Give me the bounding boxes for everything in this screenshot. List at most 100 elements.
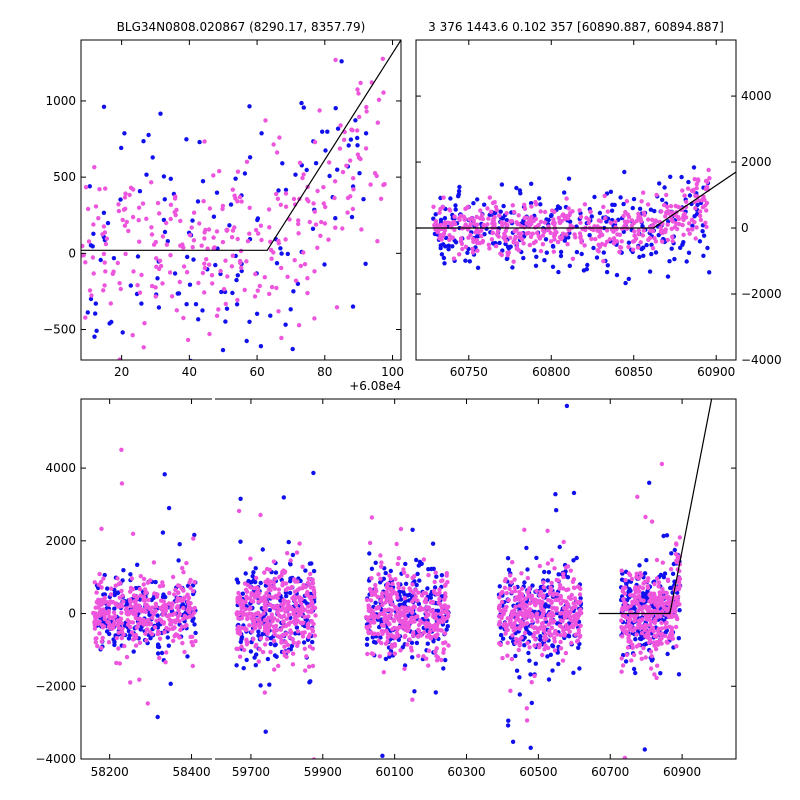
data-point-s1: [674, 226, 680, 232]
data-point-s1: [256, 231, 261, 236]
data-point-s1: [552, 631, 557, 636]
data-point-s1: [537, 598, 542, 603]
data-point-s1: [442, 631, 447, 636]
data-point-s1: [96, 582, 102, 587]
data-point-s1: [220, 206, 225, 212]
data-point-s1: [177, 279, 182, 285]
data-point-s1: [304, 654, 309, 659]
data-point-s0: [597, 210, 603, 216]
data-point-s0: [159, 650, 165, 656]
data-point-s1: [280, 583, 285, 588]
data-point-s1: [367, 540, 373, 546]
data-point-s0: [327, 173, 332, 179]
data-point-s1: [660, 601, 666, 606]
data-point-s0: [549, 213, 554, 218]
data-point-s0: [93, 311, 98, 316]
data-point-s0: [562, 190, 567, 195]
data-point-s0: [538, 634, 543, 639]
data-point-s1: [160, 580, 165, 585]
data-point-s0: [339, 59, 344, 64]
data-point-s1: [677, 575, 682, 581]
data-point-s1: [398, 526, 404, 532]
data-point-s1: [651, 591, 657, 596]
data-point-s1: [216, 307, 221, 312]
data-point-s0: [627, 587, 632, 592]
data-point-s0: [120, 330, 125, 335]
data-point-s0: [310, 226, 316, 231]
data-point-s1: [563, 565, 569, 570]
data-point-s0: [623, 280, 628, 286]
data-point-s1: [561, 539, 566, 545]
data-point-s1: [578, 633, 583, 639]
data-point-s1: [428, 600, 434, 605]
data-point-s1: [509, 624, 515, 630]
data-point-s1: [519, 571, 524, 576]
data-point-s1: [380, 56, 385, 61]
data-point-s1: [142, 321, 147, 326]
data-point-s1: [332, 179, 338, 184]
data-point-s1: [652, 236, 657, 241]
data-point-s1: [181, 264, 187, 269]
data-point-s1: [503, 577, 508, 582]
data-point-s1: [368, 182, 373, 187]
data-point-s1: [91, 222, 96, 227]
data-point-s1: [154, 256, 159, 261]
data-point-s0: [176, 291, 182, 296]
data-point-s1: [92, 580, 98, 585]
data-point-s1: [551, 593, 556, 598]
data-point-s1: [225, 274, 230, 279]
data-point-s1: [276, 309, 281, 314]
data-point-s0: [633, 637, 638, 642]
data-point-s1: [538, 625, 543, 630]
data-point-s1: [631, 652, 637, 658]
data-point-s0: [471, 201, 476, 206]
data-point-s1: [578, 214, 584, 220]
data-point-s0: [388, 568, 393, 574]
data-point-s1: [524, 220, 529, 226]
data-point-s0: [417, 578, 422, 583]
data-point-s0: [510, 265, 515, 270]
data-point-s0: [184, 302, 189, 307]
data-point-s0: [193, 302, 199, 307]
data-point-s1: [378, 611, 383, 616]
data-point-s0: [365, 636, 370, 642]
data-point-s1: [141, 582, 146, 587]
data-point-s1: [372, 620, 377, 625]
data-point-s1: [665, 640, 670, 645]
data-point-s1: [169, 294, 175, 299]
data-point-s1: [281, 649, 287, 655]
data-point-s1: [504, 590, 509, 596]
data-point-s1: [619, 669, 624, 674]
data-point-s1: [188, 585, 193, 591]
data-point-s1: [552, 237, 557, 242]
data-point-s1: [257, 625, 263, 630]
data-point-s1: [508, 573, 513, 578]
data-point-s0: [443, 244, 448, 249]
data-point-s1: [203, 227, 208, 233]
data-point-s1: [560, 231, 566, 236]
data-point-s1: [92, 626, 98, 631]
data-point-s0: [456, 189, 462, 194]
data-point-s1: [129, 576, 135, 581]
data-point-s1: [279, 265, 284, 271]
data-point-s1: [571, 619, 576, 624]
data-point-s1: [309, 626, 315, 632]
data-point-s1: [249, 592, 254, 597]
data-point-s1: [659, 610, 664, 615]
data-point-s0: [529, 700, 534, 706]
data-point-s1: [257, 647, 262, 652]
data-point-s0: [102, 592, 108, 597]
data-point-s1: [437, 210, 442, 215]
data-point-s1: [351, 187, 356, 192]
data-point-s1: [180, 640, 185, 646]
data-point-s0: [162, 229, 168, 235]
data-point-s0: [641, 253, 646, 258]
data-point-s1: [321, 201, 326, 206]
data-point-s1: [560, 213, 565, 218]
zoom-right-panel: 60750 60800 60850 60900−4000−20000200040003…: [415, 20, 782, 379]
data-point-s1: [654, 557, 660, 563]
data-point-s1: [578, 220, 583, 225]
data-point-s1: [475, 248, 480, 253]
data-point-s1: [202, 236, 207, 241]
data-point-s0: [135, 254, 141, 259]
